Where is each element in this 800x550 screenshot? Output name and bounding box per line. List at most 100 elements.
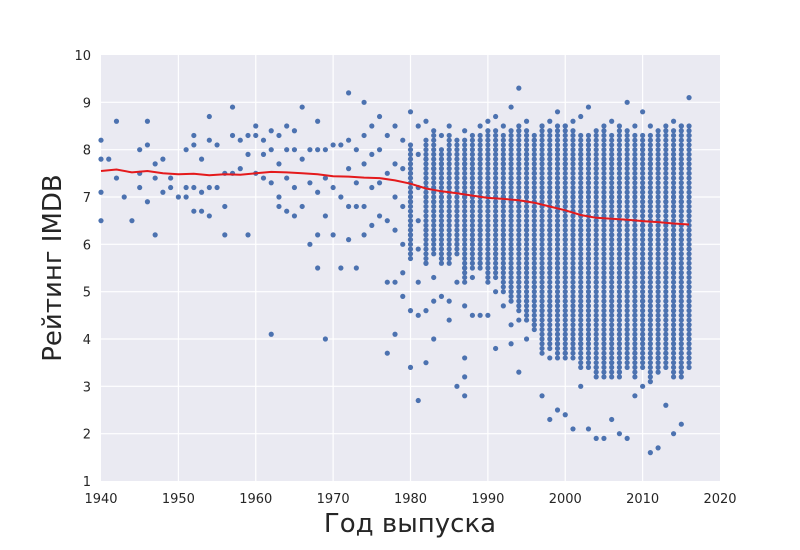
data-point: [585, 312, 592, 318]
data-point: [400, 270, 406, 276]
data-point: [531, 227, 537, 233]
data-point: [547, 161, 553, 167]
data-point: [609, 274, 615, 281]
data-point: [547, 317, 553, 323]
data-point: [655, 161, 661, 167]
data-point: [663, 308, 669, 314]
data-point: [454, 161, 460, 167]
data-point: [585, 184, 592, 191]
data-point: [678, 199, 684, 205]
data-point: [686, 151, 692, 157]
data-point: [539, 279, 545, 285]
data-point: [578, 336, 584, 342]
data-point: [670, 161, 677, 167]
data-point: [508, 265, 514, 271]
data-point: [578, 279, 584, 285]
data-point: [245, 132, 251, 139]
data-point: [299, 156, 305, 162]
data-point: [647, 241, 653, 247]
data-point: [547, 184, 553, 191]
data-point: [454, 156, 460, 162]
data-point: [407, 308, 414, 314]
data-point: [454, 232, 460, 238]
data-point: [585, 336, 592, 342]
data-point: [346, 203, 352, 210]
data-point: [647, 270, 653, 276]
data-point: [547, 260, 553, 266]
data-point: [616, 322, 623, 328]
data-point: [655, 265, 661, 271]
data-point: [500, 279, 506, 285]
data-point: [516, 137, 522, 143]
data-point: [516, 260, 522, 266]
data-point: [670, 431, 677, 437]
data-point: [655, 246, 661, 252]
data-point: [640, 203, 646, 210]
data-point: [655, 199, 661, 205]
data-point: [632, 369, 638, 375]
data-point: [593, 237, 599, 243]
data-point: [585, 241, 592, 247]
data-point: [686, 289, 692, 295]
data-point: [640, 326, 646, 333]
data-point: [477, 142, 483, 148]
y-tick-label: 9: [83, 96, 91, 111]
data-point: [655, 317, 661, 323]
data-point: [493, 232, 499, 238]
data-point: [539, 270, 545, 276]
data-point: [493, 151, 499, 157]
data-point: [632, 284, 638, 290]
data-point: [229, 104, 236, 110]
data-point: [578, 194, 584, 200]
data-point: [462, 137, 468, 143]
data-point: [547, 218, 553, 224]
data-point: [338, 194, 344, 200]
data-point: [547, 128, 553, 134]
data-point: [678, 180, 684, 186]
data-point: [609, 369, 615, 375]
data-point: [570, 180, 576, 186]
data-point: [632, 137, 638, 143]
data-point: [407, 189, 414, 195]
data-point: [578, 260, 584, 266]
data-point: [477, 255, 483, 262]
data-point: [601, 203, 607, 210]
data-point: [423, 142, 429, 148]
data-point: [624, 350, 630, 356]
data-point: [678, 369, 684, 375]
data-point: [686, 232, 692, 238]
data-point: [431, 274, 437, 281]
data-point: [578, 308, 584, 314]
data-point: [640, 161, 646, 167]
data-point: [562, 312, 568, 318]
data-point: [508, 151, 514, 157]
data-point: [678, 345, 684, 352]
data-point: [407, 199, 414, 205]
data-point: [578, 232, 584, 238]
data-point: [462, 156, 468, 162]
data-point: [423, 194, 429, 200]
data-point: [508, 274, 514, 281]
data-point: [415, 312, 421, 318]
data-point: [462, 218, 468, 224]
data-point: [523, 251, 530, 257]
data-point: [578, 246, 584, 252]
data-point: [585, 350, 592, 356]
data-point: [640, 383, 646, 389]
data-point: [431, 132, 437, 139]
data-point: [446, 123, 452, 129]
data-point: [485, 203, 491, 210]
data-point: [670, 369, 677, 375]
data-point: [609, 317, 615, 323]
data-point: [601, 151, 607, 157]
data-point: [508, 289, 514, 295]
data-point: [632, 360, 638, 366]
data-point: [423, 232, 429, 238]
data-point: [531, 151, 537, 157]
data-point: [616, 213, 623, 219]
data-point: [253, 132, 259, 139]
data-point: [523, 227, 530, 233]
data-point: [237, 166, 243, 172]
data-point: [678, 156, 684, 162]
data-point: [547, 284, 553, 290]
